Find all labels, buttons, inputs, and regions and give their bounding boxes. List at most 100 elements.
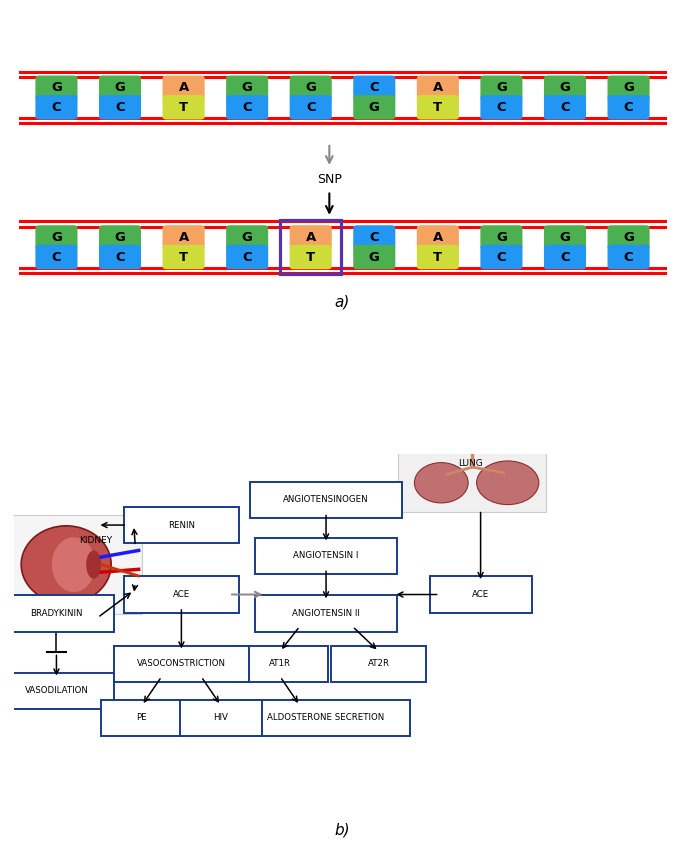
Text: G: G bbox=[496, 231, 507, 244]
Text: G: G bbox=[623, 81, 634, 94]
FancyBboxPatch shape bbox=[353, 245, 395, 270]
Text: AT1R: AT1R bbox=[269, 660, 291, 668]
Text: PE: PE bbox=[136, 713, 147, 722]
FancyBboxPatch shape bbox=[162, 245, 205, 270]
Ellipse shape bbox=[52, 537, 95, 592]
FancyBboxPatch shape bbox=[36, 245, 77, 270]
FancyBboxPatch shape bbox=[544, 226, 586, 250]
FancyBboxPatch shape bbox=[10, 516, 142, 614]
Text: G: G bbox=[560, 81, 571, 94]
FancyBboxPatch shape bbox=[608, 245, 649, 270]
FancyBboxPatch shape bbox=[232, 645, 327, 683]
FancyBboxPatch shape bbox=[179, 700, 262, 736]
FancyBboxPatch shape bbox=[99, 75, 141, 100]
Text: G: G bbox=[623, 231, 634, 244]
FancyBboxPatch shape bbox=[290, 226, 332, 250]
FancyBboxPatch shape bbox=[226, 75, 269, 100]
Text: A: A bbox=[306, 231, 316, 244]
Text: G: G bbox=[496, 81, 507, 94]
Text: VASODILATION: VASODILATION bbox=[25, 687, 88, 695]
FancyBboxPatch shape bbox=[544, 245, 586, 270]
Text: A: A bbox=[179, 231, 188, 244]
Text: G: G bbox=[306, 81, 316, 94]
FancyBboxPatch shape bbox=[416, 245, 459, 270]
Text: b): b) bbox=[335, 823, 350, 837]
Text: RENIN: RENIN bbox=[168, 521, 195, 529]
Text: HIV: HIV bbox=[214, 713, 228, 722]
Text: C: C bbox=[306, 101, 316, 114]
FancyBboxPatch shape bbox=[226, 226, 269, 250]
Text: T: T bbox=[179, 250, 188, 264]
Text: C: C bbox=[115, 101, 125, 114]
Text: G: G bbox=[369, 250, 379, 264]
Text: AT2R: AT2R bbox=[368, 660, 390, 668]
FancyBboxPatch shape bbox=[99, 226, 141, 250]
FancyBboxPatch shape bbox=[416, 95, 459, 120]
FancyBboxPatch shape bbox=[353, 95, 395, 120]
Ellipse shape bbox=[21, 526, 111, 604]
Text: C: C bbox=[242, 101, 252, 114]
Text: KIDNEY: KIDNEY bbox=[79, 536, 112, 545]
FancyBboxPatch shape bbox=[608, 75, 649, 100]
Text: BRADYKININ: BRADYKININ bbox=[30, 610, 83, 618]
FancyBboxPatch shape bbox=[353, 75, 395, 100]
FancyBboxPatch shape bbox=[399, 452, 547, 511]
FancyBboxPatch shape bbox=[124, 576, 239, 613]
Text: C: C bbox=[560, 250, 570, 264]
Text: C: C bbox=[51, 250, 61, 264]
Text: C: C bbox=[560, 101, 570, 114]
Text: T: T bbox=[434, 250, 443, 264]
Text: C: C bbox=[497, 101, 506, 114]
FancyBboxPatch shape bbox=[101, 700, 183, 736]
FancyBboxPatch shape bbox=[36, 75, 77, 100]
Text: C: C bbox=[51, 101, 61, 114]
FancyBboxPatch shape bbox=[353, 226, 395, 250]
FancyBboxPatch shape bbox=[256, 538, 397, 574]
FancyBboxPatch shape bbox=[416, 75, 459, 100]
Text: ANGIOTENSIN I: ANGIOTENSIN I bbox=[293, 551, 359, 561]
FancyBboxPatch shape bbox=[251, 482, 401, 518]
FancyBboxPatch shape bbox=[290, 245, 332, 270]
FancyBboxPatch shape bbox=[162, 95, 205, 120]
FancyBboxPatch shape bbox=[480, 245, 523, 270]
Text: ACE: ACE bbox=[472, 590, 489, 599]
Text: G: G bbox=[560, 231, 571, 244]
Text: C: C bbox=[369, 81, 379, 94]
Text: T: T bbox=[179, 101, 188, 114]
Text: T: T bbox=[434, 101, 443, 114]
FancyBboxPatch shape bbox=[242, 700, 410, 736]
FancyBboxPatch shape bbox=[162, 226, 205, 250]
Text: ANGIOTENSIN II: ANGIOTENSIN II bbox=[292, 610, 360, 618]
FancyBboxPatch shape bbox=[256, 595, 397, 632]
Text: C: C bbox=[497, 250, 506, 264]
Text: G: G bbox=[114, 231, 125, 244]
FancyBboxPatch shape bbox=[480, 95, 523, 120]
Ellipse shape bbox=[86, 550, 101, 579]
Text: ACE: ACE bbox=[173, 590, 190, 599]
FancyBboxPatch shape bbox=[36, 226, 77, 250]
Text: C: C bbox=[242, 250, 252, 264]
FancyBboxPatch shape bbox=[480, 75, 523, 100]
Text: G: G bbox=[114, 81, 125, 94]
Text: a): a) bbox=[335, 294, 350, 310]
FancyBboxPatch shape bbox=[544, 75, 586, 100]
FancyBboxPatch shape bbox=[416, 226, 459, 250]
Text: SNP: SNP bbox=[317, 173, 342, 186]
FancyBboxPatch shape bbox=[162, 75, 205, 100]
FancyBboxPatch shape bbox=[429, 576, 532, 613]
Text: T: T bbox=[306, 250, 315, 264]
Text: G: G bbox=[51, 81, 62, 94]
FancyBboxPatch shape bbox=[124, 507, 239, 544]
FancyBboxPatch shape bbox=[608, 95, 649, 120]
FancyBboxPatch shape bbox=[608, 226, 649, 250]
Text: G: G bbox=[242, 81, 253, 94]
Text: A: A bbox=[179, 81, 188, 94]
FancyBboxPatch shape bbox=[99, 95, 141, 120]
Text: A: A bbox=[433, 231, 443, 244]
Text: C: C bbox=[369, 231, 379, 244]
FancyBboxPatch shape bbox=[544, 95, 586, 120]
Ellipse shape bbox=[477, 461, 539, 505]
FancyBboxPatch shape bbox=[226, 95, 269, 120]
Text: G: G bbox=[369, 101, 379, 114]
FancyBboxPatch shape bbox=[99, 245, 141, 270]
